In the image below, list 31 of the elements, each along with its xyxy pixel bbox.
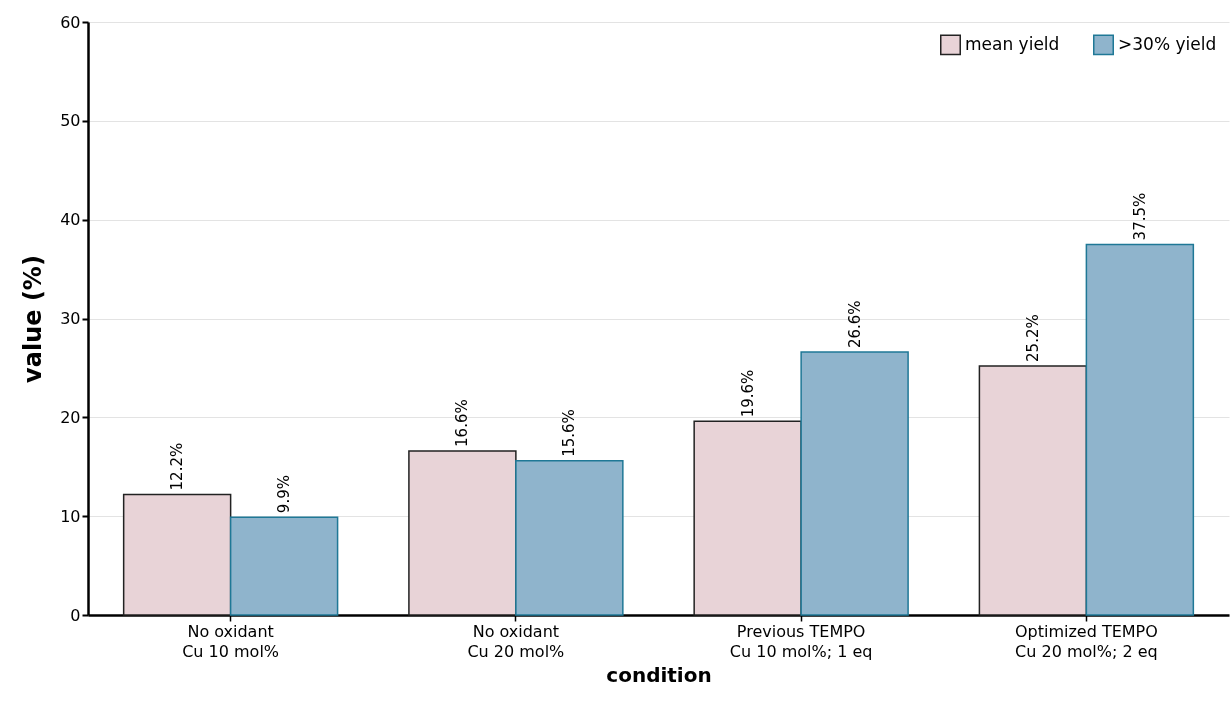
y-tick-label: 0	[70, 605, 81, 625]
bar	[1085, 243, 1195, 616]
x-tick-label: Optimized TEMPO Cu 20 mol%; 2 eq	[1014, 621, 1158, 661]
legend-label: >30% yield	[1118, 33, 1217, 54]
x-tick-label: No oxidant Cu 20 mol%	[467, 621, 565, 661]
y-tick-label: 10	[60, 506, 81, 526]
bar	[229, 516, 339, 616]
bar	[408, 450, 517, 616]
data-label: 19.6%	[738, 369, 757, 418]
x-axis-title: condition	[606, 662, 712, 687]
bar	[122, 493, 232, 616]
data-label: 9.9%	[275, 475, 294, 514]
y-tick-label: 50	[60, 111, 81, 131]
data-label: 12.2%	[168, 442, 187, 491]
y-tick-label: 60	[60, 12, 81, 32]
bar	[800, 351, 909, 616]
data-label: 25.2%	[1023, 314, 1042, 362]
x-tick-label: No oxidant Cu 10 mol%	[182, 621, 280, 661]
y-tick-label: 30	[60, 309, 81, 328]
data-label: 26.6%	[845, 300, 864, 349]
data-label: 37.5%	[1130, 192, 1149, 241]
data-label: 15.6%	[560, 409, 579, 457]
bar	[978, 365, 1088, 616]
x-tick-label: Previous TEMPO Cu 10 mol%; 1 eq	[729, 621, 873, 661]
y-axis-title: value (%)	[19, 255, 48, 383]
bar	[515, 460, 624, 616]
bar	[693, 420, 802, 616]
data-label: 16.6%	[453, 399, 472, 447]
y-tick-label: 20	[60, 407, 81, 427]
y-tick-label: 40	[60, 210, 81, 230]
legend-label: mean yield	[965, 33, 1060, 54]
